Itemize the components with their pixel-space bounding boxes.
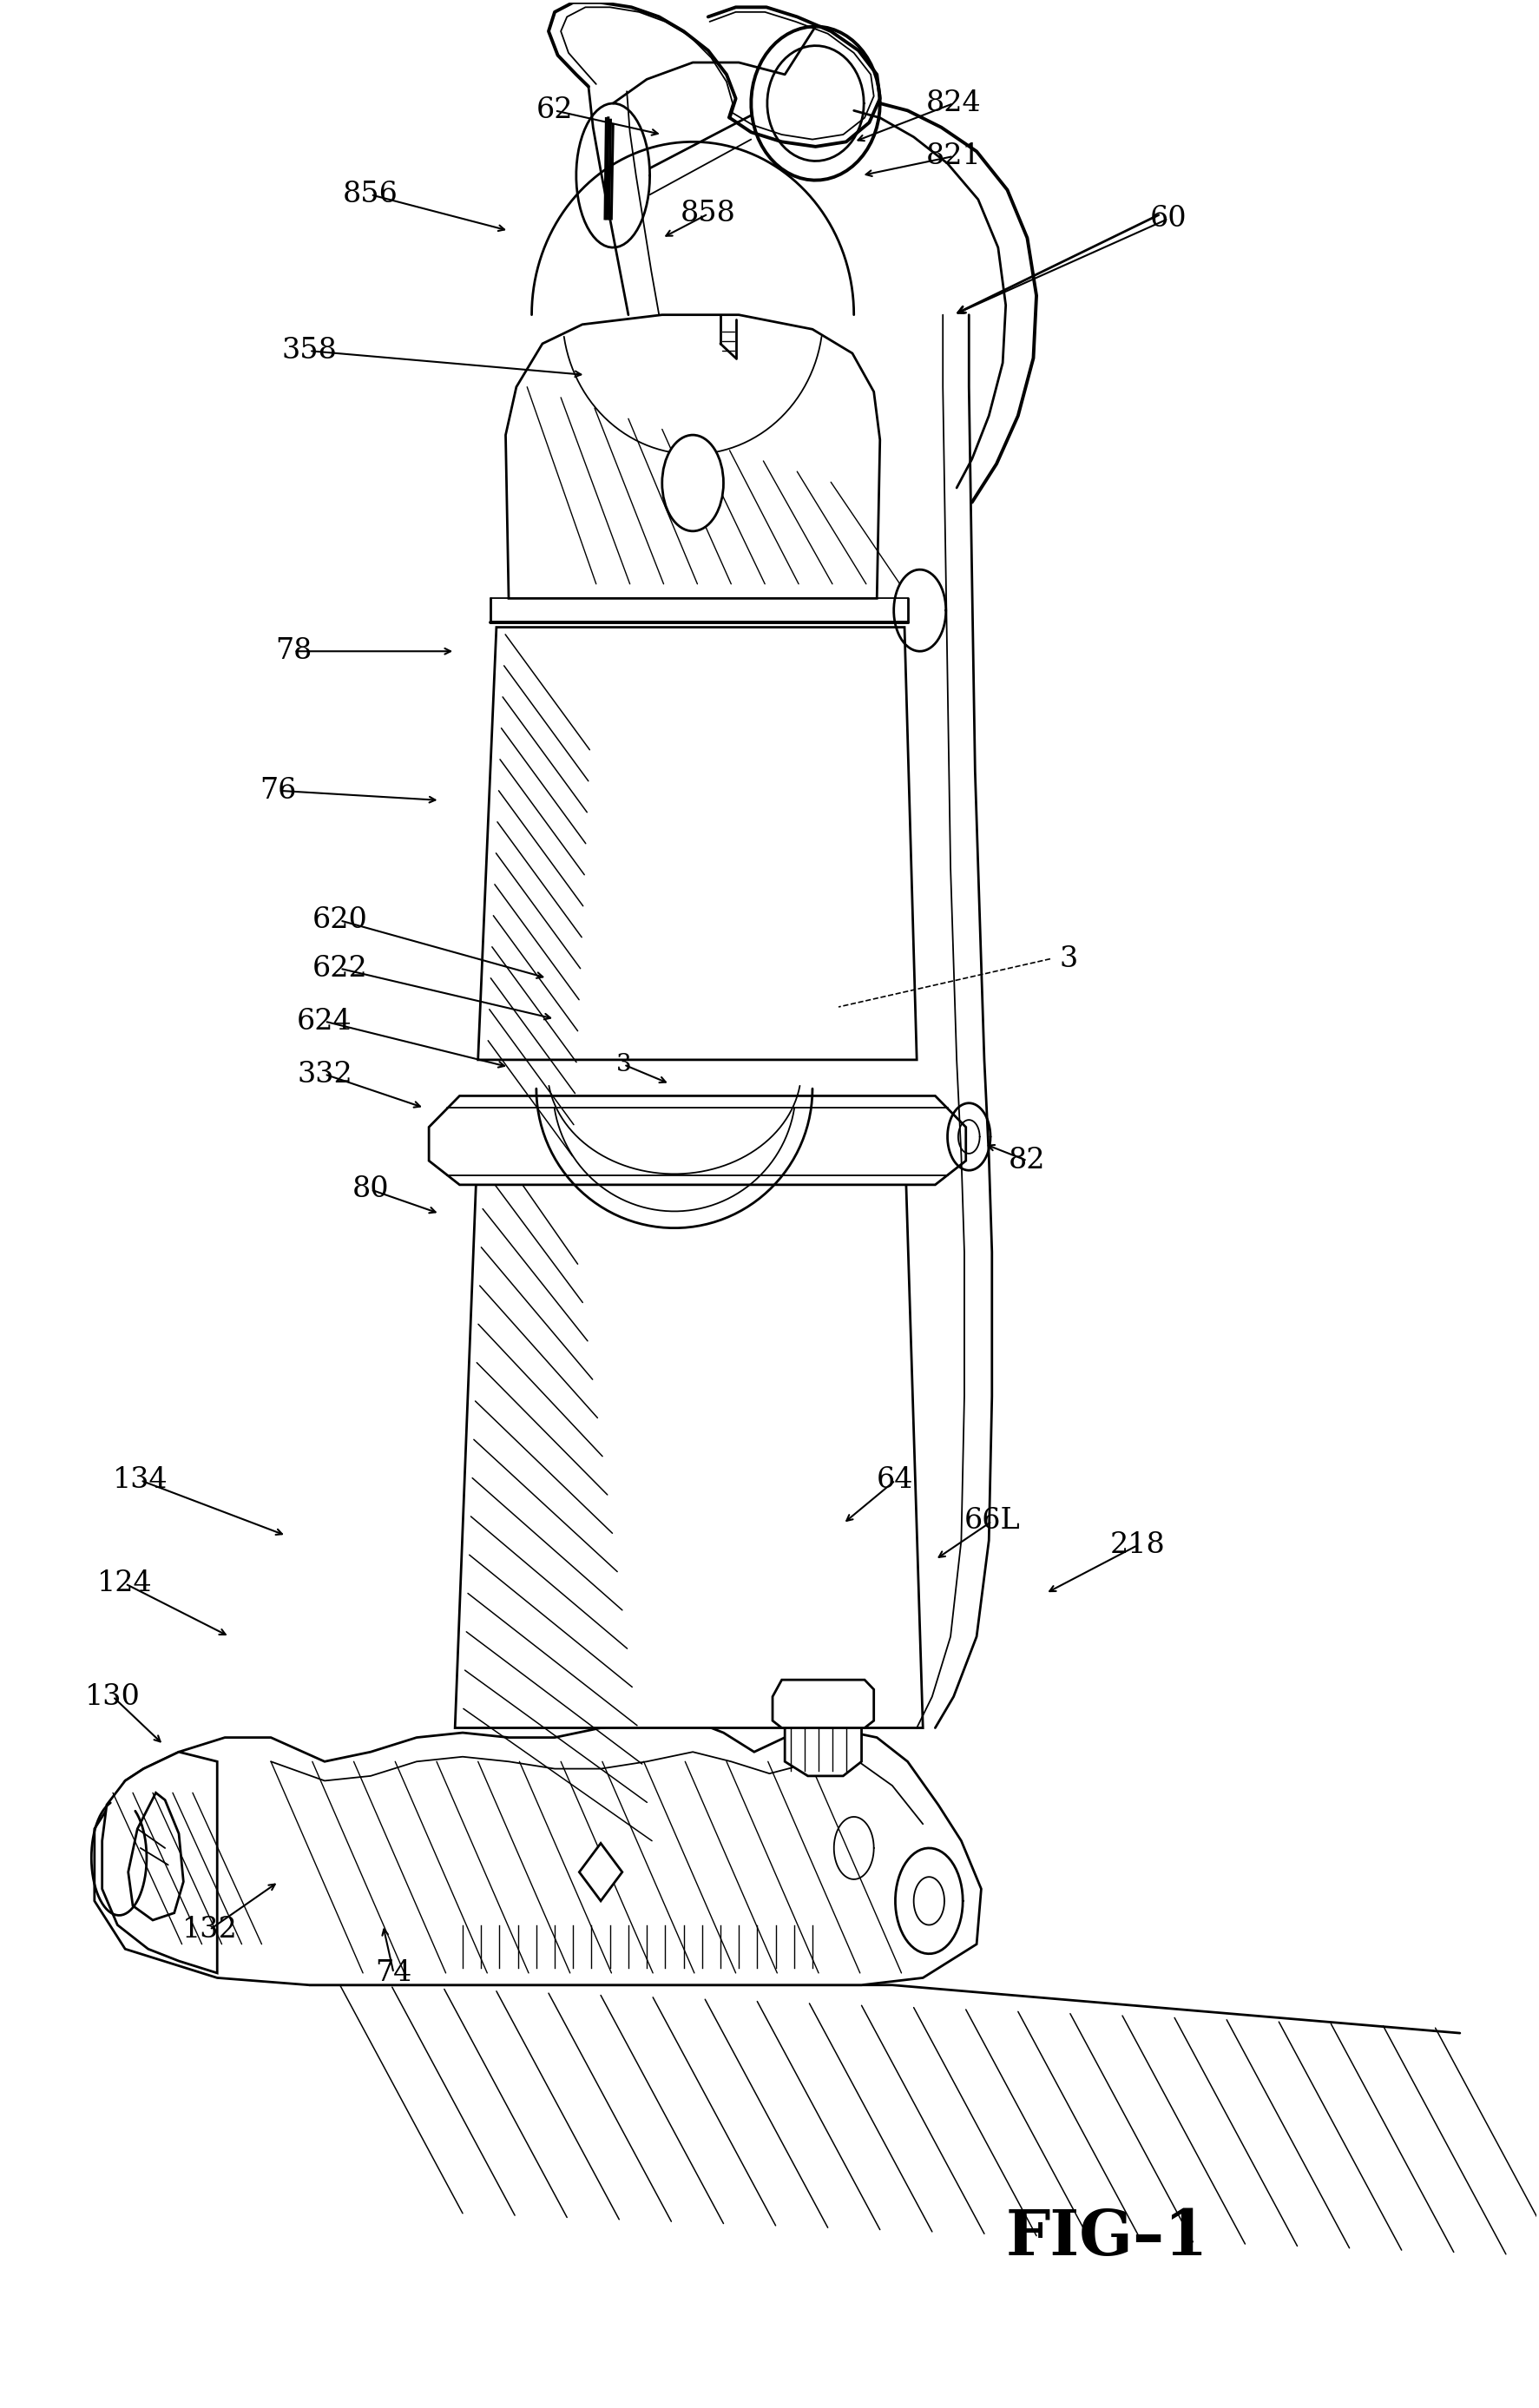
Polygon shape bbox=[94, 1722, 982, 1984]
Text: 82: 82 bbox=[1008, 1146, 1045, 1175]
Text: 62: 62 bbox=[536, 96, 573, 125]
Polygon shape bbox=[456, 1132, 923, 1729]
Polygon shape bbox=[128, 1794, 183, 1919]
Polygon shape bbox=[506, 315, 880, 600]
Text: 60: 60 bbox=[1150, 205, 1187, 234]
Text: 620: 620 bbox=[312, 905, 368, 934]
Polygon shape bbox=[102, 1753, 217, 1972]
Text: FIG–1: FIG–1 bbox=[1005, 2206, 1208, 2268]
Text: 358: 358 bbox=[282, 337, 337, 364]
Text: 622: 622 bbox=[312, 954, 368, 982]
Text: 80: 80 bbox=[352, 1175, 389, 1204]
Text: 858: 858 bbox=[680, 200, 736, 229]
Text: 856: 856 bbox=[343, 181, 399, 209]
Text: 76: 76 bbox=[260, 778, 297, 804]
Text: 74: 74 bbox=[376, 1960, 412, 1987]
Text: 78: 78 bbox=[275, 638, 312, 665]
Text: 821: 821 bbox=[926, 142, 982, 171]
Text: 132: 132 bbox=[182, 1917, 237, 1943]
Text: 124: 124 bbox=[97, 1570, 152, 1597]
Polygon shape bbox=[785, 1714, 862, 1777]
Text: 824: 824 bbox=[926, 89, 982, 118]
Text: 3: 3 bbox=[1059, 944, 1077, 973]
Polygon shape bbox=[773, 1681, 874, 1729]
Text: 66L: 66L bbox=[963, 1507, 1020, 1536]
Polygon shape bbox=[429, 1096, 966, 1185]
Text: 3: 3 bbox=[616, 1052, 631, 1076]
Polygon shape bbox=[479, 626, 917, 1060]
Text: 624: 624 bbox=[297, 1007, 352, 1035]
Text: 134: 134 bbox=[112, 1466, 168, 1495]
Text: 218: 218 bbox=[1110, 1531, 1165, 1558]
Circle shape bbox=[662, 436, 723, 532]
Polygon shape bbox=[579, 1842, 622, 1900]
Text: 64: 64 bbox=[877, 1466, 914, 1495]
Text: 130: 130 bbox=[85, 1683, 140, 1710]
Text: 332: 332 bbox=[297, 1060, 352, 1088]
